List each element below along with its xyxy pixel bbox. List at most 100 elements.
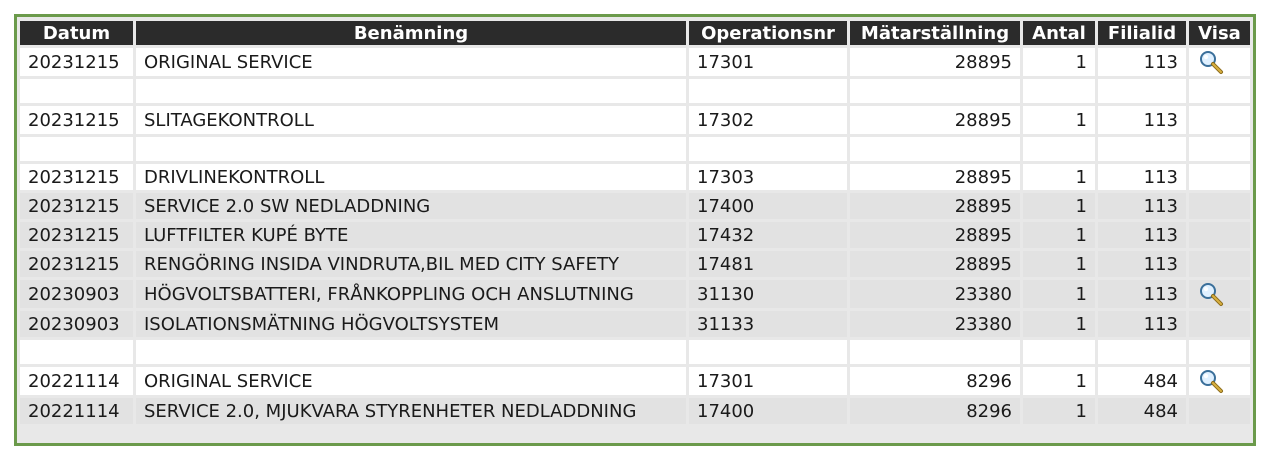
- benamning-cell: SLITAGEKONTROLL: [136, 106, 686, 134]
- empty-cell: [1023, 340, 1095, 364]
- antal-cell: 1: [1023, 48, 1095, 76]
- benamning-cell: HÖGVOLTSBATTERI, FRÅNKOPPLING OCH ANSLUT…: [136, 280, 686, 308]
- filialid-cell: 484: [1098, 367, 1186, 395]
- column-header-matarstallning: Mätarställning: [850, 21, 1020, 45]
- empty-cell: [20, 137, 133, 161]
- filialid-cell: 113: [1098, 251, 1186, 277]
- benamning-cell: LUFTFILTER KUPÉ BYTE: [136, 222, 686, 248]
- datum-cell: 20231215: [20, 222, 133, 248]
- empty-cell: [850, 137, 1020, 161]
- visa-cell: [1189, 367, 1250, 395]
- empty-cell: [850, 340, 1020, 364]
- operationsnr-cell: 17301: [689, 48, 847, 76]
- matarstallning-cell: 28895: [850, 48, 1020, 76]
- empty-cell: [1098, 137, 1186, 161]
- service-history-panel: Datum Benämning Operationsnr Mätarställn…: [14, 14, 1256, 446]
- operationsnr-cell: 31133: [689, 311, 847, 337]
- filialid-cell: 484: [1098, 398, 1186, 424]
- matarstallning-cell: 28895: [850, 251, 1020, 277]
- visa-cell: [1189, 193, 1250, 219]
- spacer-row: [20, 79, 1250, 103]
- filialid-cell: 113: [1098, 48, 1186, 76]
- visa-cell: [1189, 398, 1250, 424]
- spacer-row: [20, 137, 1250, 161]
- datum-cell: 20221114: [20, 398, 133, 424]
- visa-cell: [1189, 222, 1250, 248]
- antal-cell: 1: [1023, 311, 1095, 337]
- column-header-antal: Antal: [1023, 21, 1095, 45]
- filialid-cell: 113: [1098, 222, 1186, 248]
- operationsnr-cell: 17432: [689, 222, 847, 248]
- table-row: 20231215 ORIGINAL SERVICE 17301 28895 1 113: [20, 48, 1250, 76]
- operationsnr-cell: 17303: [689, 164, 847, 190]
- matarstallning-cell: 28895: [850, 193, 1020, 219]
- empty-cell: [1189, 79, 1250, 103]
- column-header-benamning: Benämning: [136, 21, 686, 45]
- empty-cell: [689, 137, 847, 161]
- matarstallning-cell: 23380: [850, 280, 1020, 308]
- empty-cell: [1098, 79, 1186, 103]
- matarstallning-cell: 28895: [850, 222, 1020, 248]
- visa-cell: [1189, 251, 1250, 277]
- column-header-visa: Visa: [1189, 21, 1250, 45]
- visa-cell: [1189, 164, 1250, 190]
- filialid-cell: 113: [1098, 193, 1186, 219]
- operationsnr-cell: 17400: [689, 193, 847, 219]
- matarstallning-cell: 8296: [850, 398, 1020, 424]
- column-header-datum: Datum: [20, 21, 133, 45]
- table-row: 20231215 RENGÖRING INSIDA VINDRUTA,BIL ME…: [20, 251, 1250, 277]
- datum-cell: 20231215: [20, 106, 133, 134]
- empty-cell: [850, 79, 1020, 103]
- visa-cell: [1189, 48, 1250, 76]
- visa-cell: [1189, 280, 1250, 308]
- filialid-cell: 113: [1098, 280, 1186, 308]
- antal-cell: 1: [1023, 280, 1095, 308]
- antal-cell: 1: [1023, 106, 1095, 134]
- visa-cell: [1189, 106, 1250, 134]
- operationsnr-cell: 17302: [689, 106, 847, 134]
- table-row: 20230903 HÖGVOLTSBATTERI, FRÅNKOPPLING OC…: [20, 280, 1250, 308]
- operationsnr-cell: 17481: [689, 251, 847, 277]
- empty-cell: [1023, 137, 1095, 161]
- antal-cell: 1: [1023, 367, 1095, 395]
- empty-cell: [1189, 137, 1250, 161]
- empty-cell: [136, 79, 686, 103]
- table-header-row: Datum Benämning Operationsnr Mätarställn…: [20, 21, 1250, 45]
- benamning-cell: RENGÖRING INSIDA VINDRUTA,BIL MED CITY S…: [136, 251, 686, 277]
- table-row: 20231215 SERVICE 2.0 SW NEDLADDNING 17400 2…: [20, 193, 1250, 219]
- benamning-cell: SERVICE 2.0, MJUKVARA STYRENHETER NEDLAD…: [136, 398, 686, 424]
- magnifier-icon[interactable]: [1197, 281, 1225, 307]
- operationsnr-cell: 17301: [689, 367, 847, 395]
- empty-cell: [136, 340, 686, 364]
- empty-cell: [1098, 340, 1186, 364]
- operationsnr-cell: 17400: [689, 398, 847, 424]
- table-row: 20221114 ORIGINAL SERVICE 17301 8296 1 484: [20, 367, 1250, 395]
- matarstallning-cell: 23380: [850, 311, 1020, 337]
- magnifier-icon[interactable]: [1197, 368, 1225, 394]
- datum-cell: 20230903: [20, 311, 133, 337]
- service-history-table: Datum Benämning Operationsnr Mätarställn…: [17, 18, 1253, 427]
- antal-cell: 1: [1023, 251, 1095, 277]
- filialid-cell: 113: [1098, 164, 1186, 190]
- benamning-cell: DRIVLINEKONTROLL: [136, 164, 686, 190]
- empty-cell: [689, 340, 847, 364]
- antal-cell: 1: [1023, 164, 1095, 190]
- benamning-cell: ORIGINAL SERVICE: [136, 48, 686, 76]
- empty-cell: [20, 340, 133, 364]
- datum-cell: 20231215: [20, 251, 133, 277]
- antal-cell: 1: [1023, 193, 1095, 219]
- visa-cell: [1189, 311, 1250, 337]
- antal-cell: 1: [1023, 222, 1095, 248]
- table-row: 20231215 SLITAGEKONTROLL 17302 28895 1 113: [20, 106, 1250, 134]
- table-row: 20221114 SERVICE 2.0, MJUKVARA STYRENHETE…: [20, 398, 1250, 424]
- column-header-filialid: Filialid: [1098, 21, 1186, 45]
- empty-cell: [689, 79, 847, 103]
- magnifier-icon[interactable]: [1197, 49, 1225, 75]
- matarstallning-cell: 28895: [850, 164, 1020, 190]
- matarstallning-cell: 28895: [850, 106, 1020, 134]
- benamning-cell: SERVICE 2.0 SW NEDLADDNING: [136, 193, 686, 219]
- table-body: 20231215 ORIGINAL SERVICE 17301 28895 1 113 20…: [20, 48, 1250, 424]
- table-row: 20230903 ISOLATIONSMÄTNING HÖGVOLTSYSTEM 3…: [20, 311, 1250, 337]
- datum-cell: 20230903: [20, 280, 133, 308]
- benamning-cell: ORIGINAL SERVICE: [136, 367, 686, 395]
